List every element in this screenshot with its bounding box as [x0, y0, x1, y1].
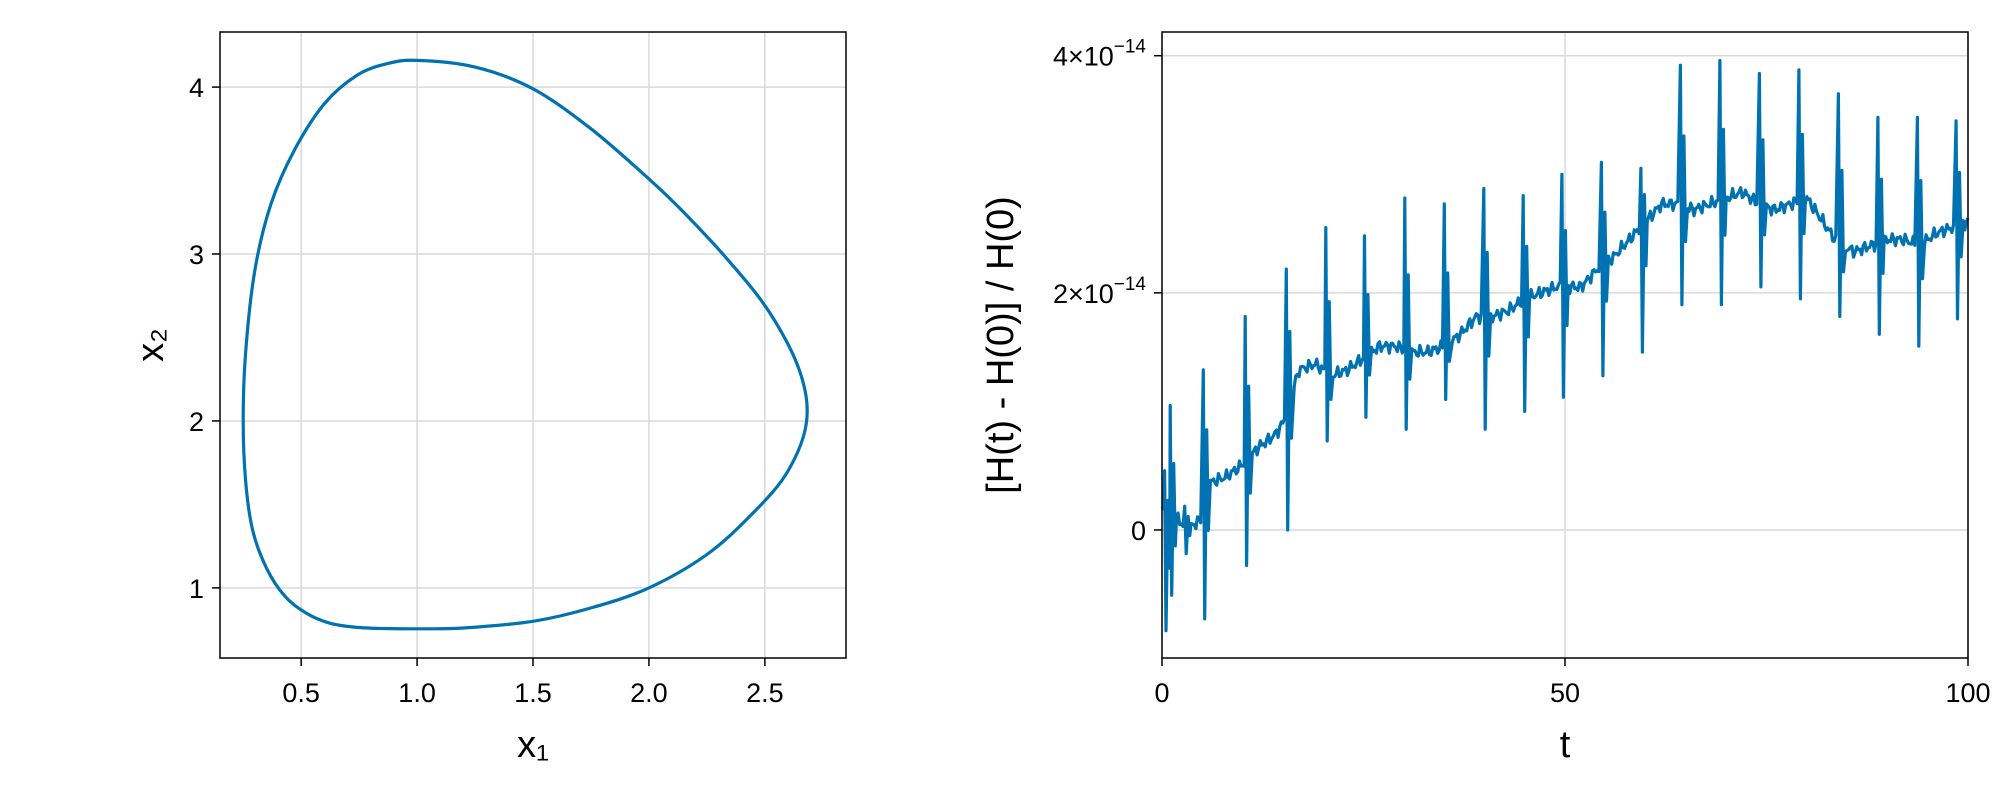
- phase-plot: 0.5 1.0 1.5 2.0 2.5 1 2 3 4 x₁ x₂: [130, 31, 847, 766]
- x-tick-label: 0.5: [282, 678, 320, 708]
- phase-plot-y-label: x₂: [130, 328, 172, 362]
- y-tick-exponent: −14: [1114, 274, 1147, 295]
- y-tick-label: 4: [189, 73, 204, 103]
- y-tick-exponent: −14: [1114, 37, 1147, 58]
- y-tick-label: 0: [1131, 516, 1146, 546]
- x-tick-label: 1.5: [514, 678, 552, 708]
- x-tick-label: 0: [1154, 678, 1169, 708]
- x-tick-label: 50: [1550, 678, 1580, 708]
- energy-plot-y-ticks: 02×10−144×10−14: [1053, 37, 1162, 546]
- energy-plot-y-label: [H(t) - H(0)] / H(0): [980, 196, 1022, 494]
- phase-plot-y-ticks: 1 2 3 4: [189, 73, 220, 604]
- energy-plot-x-label: t: [1560, 724, 1571, 766]
- y-tick-base: 2×10: [1053, 279, 1114, 309]
- y-tick-label: 3: [189, 240, 204, 270]
- phase-plot-x-ticks: 0.5 1.0 1.5 2.0 2.5: [282, 658, 784, 708]
- phase-plot-x-label: x₁: [517, 724, 549, 766]
- y-tick-base: 0: [1131, 516, 1146, 546]
- y-tick-label: 4×10−14: [1053, 37, 1146, 72]
- orbit-curve: [241, 58, 809, 631]
- x-tick-label: 2.5: [746, 678, 784, 708]
- x-tick-label: 2.0: [630, 678, 668, 708]
- phase-plot-grid: [220, 32, 846, 658]
- y-tick-label: 2×10−14: [1053, 274, 1146, 309]
- energy-error-curve: [1160, 58, 1970, 633]
- x-tick-label: 100: [1945, 678, 1990, 708]
- y-tick-base: 4×10: [1053, 42, 1114, 72]
- y-tick-label: 1: [189, 574, 204, 604]
- y-tick-label: 2: [189, 407, 204, 437]
- energy-plot-x-ticks: 0 50 100: [1154, 658, 1991, 708]
- x-tick-label: 1.0: [398, 678, 436, 708]
- energy-error-plot: 0 50 100 02×10−144×10−14 t [H(t) - H(0)] /…: [980, 31, 1991, 766]
